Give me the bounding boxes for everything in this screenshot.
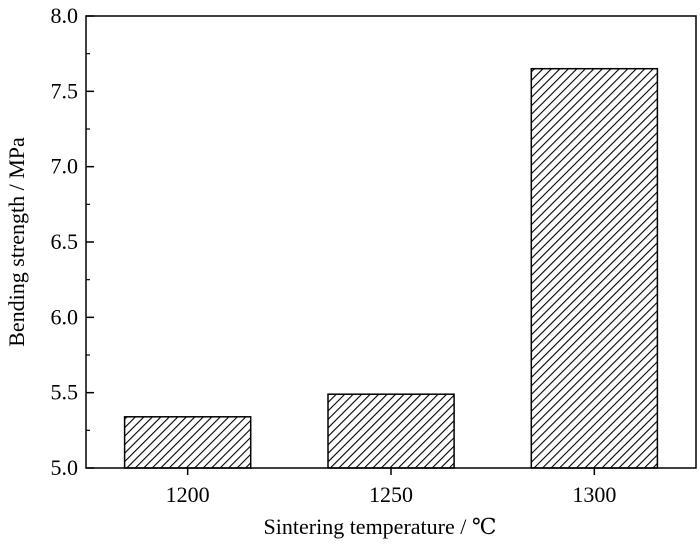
y-axis-title: Bending strength / MPa: [4, 137, 29, 347]
x-tick-label-1200: 1200: [166, 482, 210, 507]
y-tick-label-7.5: 7.5: [51, 78, 79, 103]
y-tick-label-5.0: 5.0: [51, 455, 79, 480]
bar-1300: [530, 67, 659, 469]
ticks-group: 1200 1250 1300 5.0 5.5 6.0 6.5 7.0 7.5 8.0: [51, 3, 617, 507]
bar-1200: [123, 416, 252, 469]
y-tick-label-8.0: 8.0: [51, 3, 79, 28]
x-tick-label-1300: 1300: [572, 482, 616, 507]
y-tick-label-5.5: 5.5: [51, 380, 79, 405]
bar-1250: [327, 393, 455, 469]
y-tick-label-6.5: 6.5: [51, 229, 79, 254]
y-tick-label-6.0: 6.0: [51, 304, 79, 329]
y-tick-label-7.0: 7.0: [51, 154, 79, 179]
bars-group: [123, 67, 659, 469]
x-axis-title: Sintering temperature / ℃: [264, 514, 497, 539]
x-tick-label-1250: 1250: [369, 482, 413, 507]
